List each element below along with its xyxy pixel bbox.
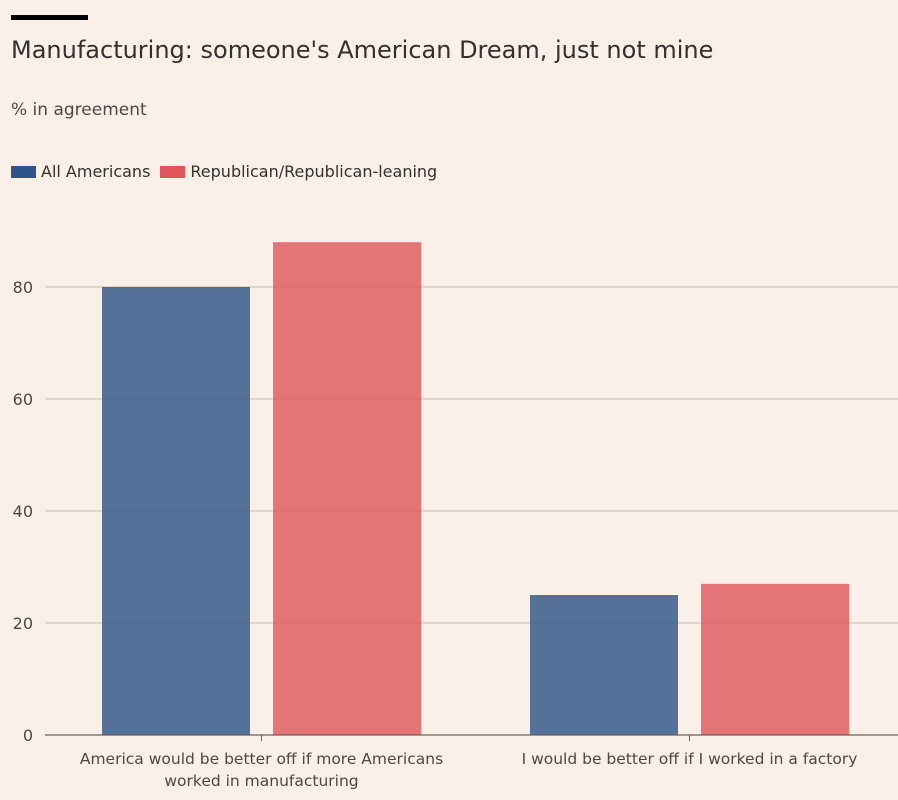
x-tick-label: I would be better off if I worked in a f… — [522, 750, 858, 768]
legend: All Americans Republican/Republican-lean… — [11, 162, 447, 181]
bar-republican — [273, 242, 421, 735]
legend-item-republican: Republican/Republican-leaning — [160, 162, 437, 181]
legend-item-all-americans: All Americans — [11, 162, 150, 181]
legend-swatch — [160, 165, 186, 178]
bar-republican — [701, 583, 849, 735]
y-tick-label: 60 — [13, 390, 33, 409]
legend-label: Republican/Republican-leaning — [190, 162, 438, 181]
y-tick-label: 80 — [13, 278, 33, 297]
bar-all-americans — [530, 595, 678, 735]
x-tick-label: America would be better off if more Amer… — [80, 750, 443, 768]
legend-swatch — [11, 165, 36, 178]
legend-label: All Americans — [41, 162, 151, 181]
y-tick-label: 20 — [13, 614, 33, 633]
y-tick-label: 40 — [13, 502, 33, 521]
y-tick-label: 0 — [23, 726, 33, 745]
brand-bar — [11, 15, 88, 20]
bar-all-americans — [102, 287, 250, 735]
x-tick-label: worked in manufacturing — [164, 772, 358, 790]
chart-subtitle: % in agreement — [11, 100, 147, 120]
chart-title: Manufacturing: someone's American Dream,… — [11, 36, 714, 64]
